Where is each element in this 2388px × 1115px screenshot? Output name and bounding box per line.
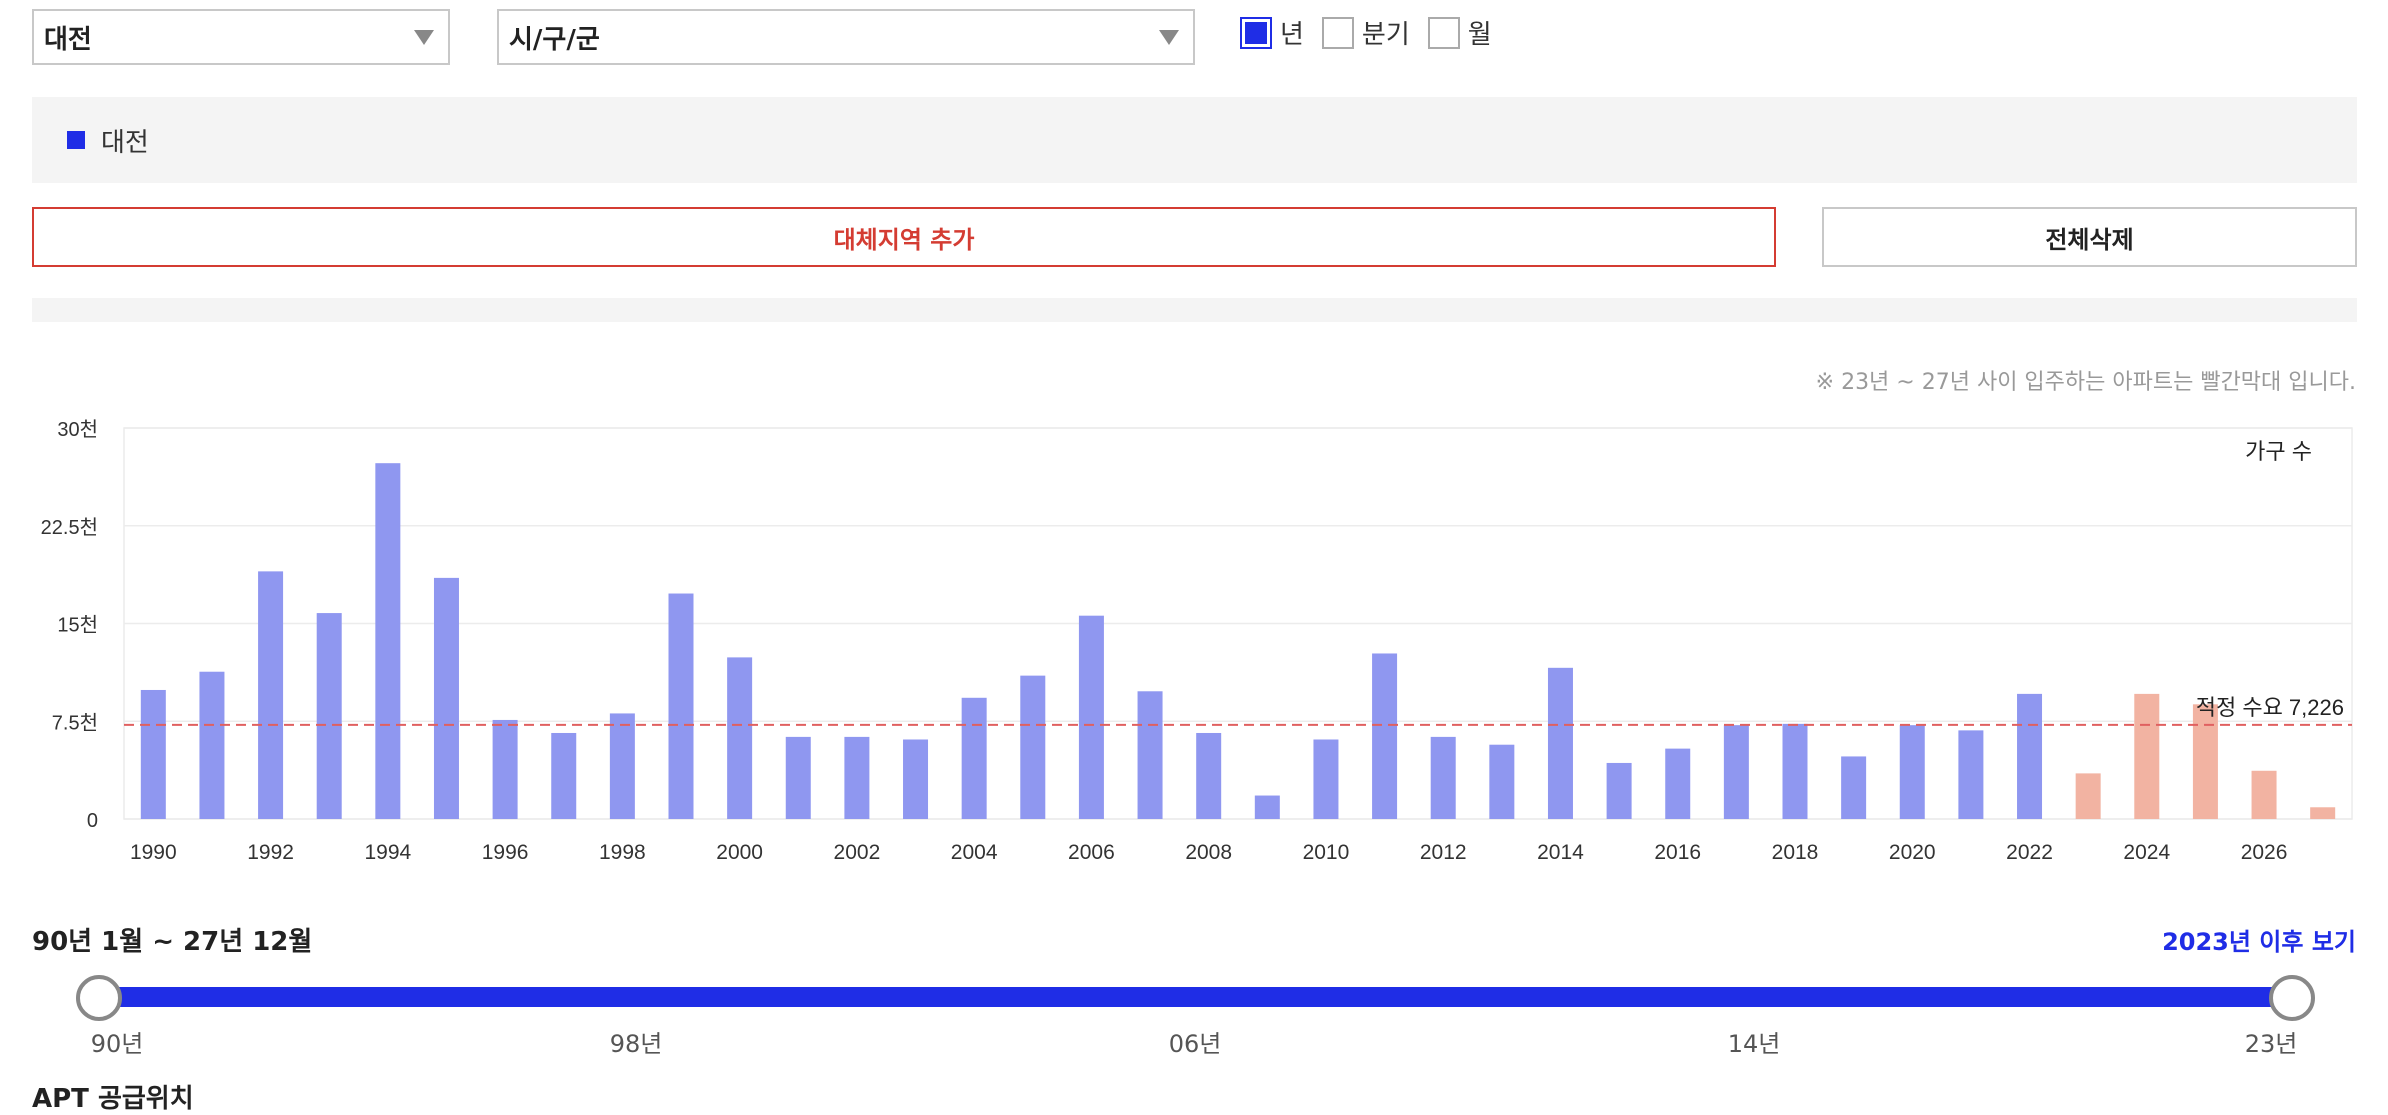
chart-note: ※ 23년 ~ 27년 사이 입주하는 아파트는 빨간막대 입니다. — [1815, 370, 2356, 395]
legend-swatch — [67, 131, 85, 149]
slider-tick-label: 90년 — [90, 1030, 144, 1058]
bar-2004 — [961, 697, 987, 819]
bar-2016 — [1665, 748, 1691, 819]
x-tick-label: 1992 — [247, 841, 294, 864]
period-option-quarter[interactable]: 분기 — [1321, 14, 1410, 51]
slider-tick-label: 14년 — [1727, 1030, 1781, 1058]
bar-2018 — [1782, 723, 1808, 819]
range-slider-start-handle[interactable] — [76, 975, 122, 1021]
checkbox-checked-icon[interactable] — [1240, 16, 1272, 49]
x-tick-label: 2012 — [1420, 841, 1467, 864]
bar-1995 — [433, 577, 459, 819]
bar-1992 — [258, 571, 284, 819]
x-tick-label: 2024 — [2123, 841, 2170, 864]
bar-2020 — [1899, 725, 1925, 819]
legend-label: 대전 — [101, 127, 149, 158]
series-label: 가구 수 — [2245, 439, 2312, 464]
bar-2014 — [1547, 667, 1573, 819]
y-tick-label: 0 — [87, 810, 98, 832]
supply-bar-chart: 0 7.5천 15천 22.5천 30천 1990 1992 1994 1996 1998 2000… — [41, 418, 2353, 864]
period-option-label: 분기 — [1361, 20, 1410, 50]
clear-all-button[interactable]: 전체삭제 — [1822, 207, 2357, 267]
x-tick-label: 2004 — [951, 841, 998, 864]
bar-2012 — [1430, 736, 1456, 819]
bar-2021 — [1958, 730, 1984, 819]
bar-2024 — [2134, 693, 2160, 819]
district-select-value: 시/구/군 — [509, 24, 600, 55]
chevron-down-icon — [1159, 30, 1179, 45]
bar-1993 — [316, 613, 342, 819]
bar-2022 — [2017, 693, 2043, 819]
x-tick-label: 1996 — [482, 841, 529, 864]
date-range-label: 90년 1월 ~ 27년 12월 — [32, 927, 313, 957]
checkbox-unchecked-icon[interactable] — [1321, 16, 1354, 49]
x-tick-label: 2020 — [1889, 841, 1936, 864]
bar-1991 — [199, 671, 225, 819]
view-after-2023-link[interactable]: 2023년 이후 보기 — [2162, 928, 2356, 956]
bar-2025 — [2192, 704, 2218, 819]
bar-2027 — [2310, 807, 2336, 819]
x-tick-label: 2000 — [716, 841, 763, 864]
x-tick-label: 2022 — [2006, 841, 2053, 864]
bar-2002 — [844, 736, 870, 819]
x-tick-label: 2010 — [1303, 841, 1350, 864]
x-tick-label: 2006 — [1068, 841, 1115, 864]
bar-2023 — [2075, 773, 2101, 819]
x-tick-label: 1998 — [599, 841, 646, 864]
bar-2013 — [1489, 744, 1515, 819]
city-select[interactable]: 대전 — [32, 9, 450, 65]
x-tick-label: 2014 — [1537, 841, 1584, 864]
district-select[interactable]: 시/구/군 — [497, 9, 1195, 65]
y-tick-label: 30천 — [57, 418, 98, 441]
x-tick-label: 1990 — [130, 841, 177, 864]
range-slider-end-handle[interactable] — [2269, 975, 2315, 1021]
period-checkbox-group: 년 분기 월 — [1240, 14, 1510, 51]
x-tick-label: 1994 — [364, 841, 411, 864]
reference-line-label: 적정 수요 7,226 — [2196, 695, 2344, 720]
divider-bar — [32, 298, 2357, 322]
range-slider-track[interactable] — [99, 987, 2292, 1007]
x-tick-label: 2008 — [1185, 841, 1232, 864]
period-option-year[interactable]: 년 — [1240, 14, 1304, 51]
y-tick-label: 15천 — [57, 614, 98, 637]
bar-1998 — [609, 713, 635, 819]
period-option-month[interactable]: 월 — [1427, 14, 1492, 51]
bar-2001 — [785, 736, 811, 819]
bar-1996 — [492, 719, 518, 819]
bar-1990 — [140, 689, 166, 819]
y-tick-label: 22.5천 — [41, 516, 98, 539]
bar-2019 — [1841, 756, 1867, 819]
add-region-button[interactable]: 대체지역 추가 — [32, 207, 1776, 267]
x-tick-label: 2026 — [2241, 841, 2288, 864]
bar-2008 — [1196, 732, 1222, 819]
slider-tick-label: 98년 — [609, 1030, 663, 1058]
bar-2017 — [1723, 725, 1749, 819]
bar-2009 — [1254, 795, 1280, 819]
section-title: APT 공급위치 — [32, 1084, 194, 1114]
bar-2010 — [1313, 739, 1339, 819]
x-tick-label: 2002 — [834, 841, 881, 864]
period-option-label: 년 — [1280, 20, 1304, 50]
x-tick-label: 2018 — [1772, 841, 1819, 864]
bar-2000 — [727, 657, 753, 819]
bar-1997 — [551, 732, 577, 819]
bar-2007 — [1137, 691, 1163, 819]
chevron-down-icon — [414, 30, 434, 45]
bar-2003 — [903, 739, 929, 819]
bar-1999 — [668, 593, 694, 819]
bar-2011 — [1372, 653, 1398, 819]
x-tick-label: 2016 — [1654, 841, 1701, 864]
bar-2006 — [1078, 615, 1104, 819]
checkbox-unchecked-icon[interactable] — [1427, 16, 1460, 49]
slider-tick-label: 23년 — [2244, 1030, 2298, 1058]
bar-2026 — [2251, 770, 2277, 819]
period-option-label: 월 — [1467, 20, 1492, 50]
bar-1994 — [375, 463, 401, 819]
bar-2005 — [1020, 675, 1046, 819]
y-tick-label: 7.5천 — [52, 711, 98, 734]
slider-tick-label: 06년 — [1168, 1030, 1222, 1058]
selected-regions-panel: 대전 — [32, 97, 2357, 183]
city-select-value: 대전 — [44, 24, 92, 55]
bar-2015 — [1606, 762, 1632, 819]
